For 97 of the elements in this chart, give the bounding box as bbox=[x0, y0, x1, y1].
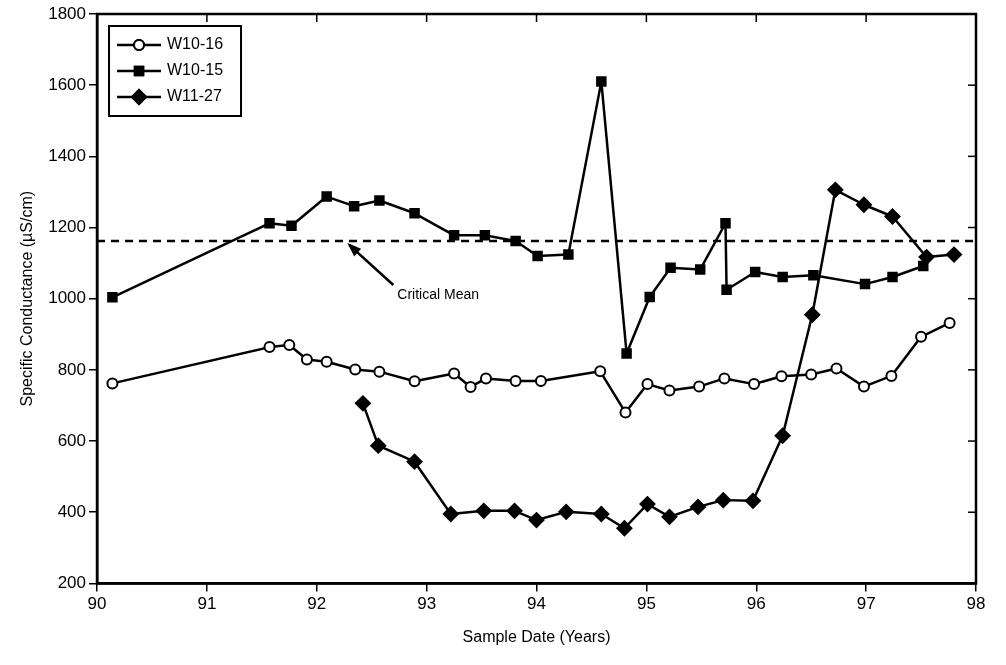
y-tick-label: 1400 bbox=[48, 146, 87, 166]
point bbox=[887, 271, 898, 283]
point bbox=[475, 502, 492, 519]
x-tick-label: 94 bbox=[527, 594, 546, 614]
point bbox=[748, 378, 761, 391]
point bbox=[661, 508, 678, 525]
point bbox=[107, 292, 118, 303]
point bbox=[777, 271, 788, 283]
point bbox=[506, 502, 523, 519]
point bbox=[616, 520, 633, 537]
point bbox=[915, 330, 928, 343]
point bbox=[884, 208, 901, 225]
annotation: Critical Mean bbox=[397, 285, 480, 302]
point bbox=[373, 365, 386, 378]
x-axis-title: Sample Date (Years) bbox=[462, 627, 611, 645]
point bbox=[510, 235, 521, 247]
y-tick-label: 1600 bbox=[48, 74, 87, 94]
point bbox=[804, 306, 821, 323]
point bbox=[593, 506, 610, 522]
point bbox=[619, 406, 632, 419]
point bbox=[690, 498, 707, 515]
point bbox=[694, 264, 706, 275]
point bbox=[479, 230, 491, 241]
point bbox=[774, 427, 791, 444]
point bbox=[594, 365, 607, 378]
point bbox=[348, 200, 360, 212]
point bbox=[300, 353, 313, 366]
point bbox=[857, 380, 870, 393]
point bbox=[370, 437, 387, 454]
legend-label: W10-15 bbox=[167, 61, 224, 79]
x-tick-label: 97 bbox=[856, 594, 876, 614]
point bbox=[354, 395, 371, 412]
point bbox=[693, 380, 706, 393]
point bbox=[721, 284, 732, 296]
point bbox=[283, 338, 296, 351]
point bbox=[775, 370, 788, 383]
point bbox=[532, 250, 543, 262]
point bbox=[321, 191, 332, 202]
y-tick-label: 200 bbox=[57, 573, 87, 593]
point bbox=[808, 269, 819, 281]
point bbox=[263, 341, 276, 354]
point bbox=[509, 374, 522, 387]
point bbox=[946, 246, 963, 263]
point bbox=[349, 363, 362, 376]
x-tick-label: 91 bbox=[197, 594, 217, 614]
point bbox=[479, 372, 492, 385]
point bbox=[409, 208, 420, 219]
point bbox=[320, 355, 333, 368]
point bbox=[442, 506, 459, 522]
y-tick-label: 600 bbox=[57, 430, 87, 450]
y-tick-label: 1000 bbox=[48, 288, 87, 308]
point bbox=[408, 375, 421, 388]
x-tick-label: 93 bbox=[417, 594, 437, 614]
point bbox=[718, 372, 731, 385]
legend-label: W10-16 bbox=[167, 35, 224, 53]
x-tick-label: 96 bbox=[746, 594, 766, 614]
point bbox=[558, 503, 575, 520]
point bbox=[563, 249, 574, 260]
point bbox=[621, 348, 632, 359]
point bbox=[448, 230, 460, 241]
y-tick-label: 400 bbox=[57, 501, 87, 521]
point bbox=[830, 362, 843, 375]
point bbox=[264, 218, 275, 229]
x-tick-label: 90 bbox=[87, 594, 107, 614]
point bbox=[855, 196, 872, 213]
point bbox=[744, 492, 761, 509]
legend-label: W11-27 bbox=[167, 87, 222, 105]
x-tick-label: 92 bbox=[307, 594, 327, 614]
point bbox=[720, 218, 731, 229]
y-axis-title: Specific Conductance (µS/cm) bbox=[18, 190, 36, 407]
point bbox=[106, 377, 119, 390]
x-tick-label: 95 bbox=[636, 594, 656, 614]
point bbox=[885, 369, 898, 382]
point bbox=[406, 453, 423, 470]
y-tick-label: 1800 bbox=[48, 3, 87, 23]
point bbox=[596, 76, 607, 87]
point bbox=[644, 291, 655, 303]
point bbox=[641, 378, 654, 391]
point bbox=[448, 367, 461, 380]
y-tick-label: 1200 bbox=[48, 217, 87, 237]
point bbox=[665, 262, 676, 273]
point bbox=[943, 316, 956, 329]
point bbox=[859, 278, 871, 290]
point bbox=[827, 181, 844, 198]
point bbox=[534, 374, 547, 387]
point bbox=[663, 384, 676, 397]
point bbox=[918, 260, 929, 272]
point bbox=[749, 266, 761, 278]
point bbox=[715, 492, 732, 509]
point bbox=[286, 220, 297, 231]
point bbox=[639, 496, 656, 513]
y-tick-label: 800 bbox=[57, 359, 87, 379]
point bbox=[374, 195, 385, 206]
point bbox=[528, 512, 545, 529]
point bbox=[464, 380, 477, 393]
point bbox=[805, 368, 818, 381]
x-tick-label: 98 bbox=[966, 594, 986, 614]
